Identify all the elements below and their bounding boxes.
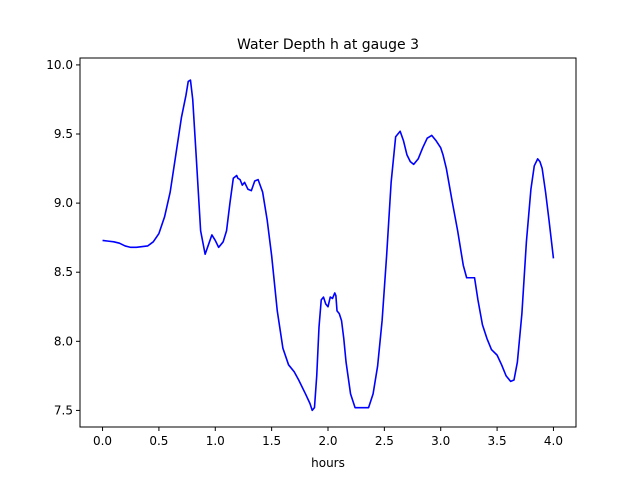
y-tick-label: 9.5 [54, 127, 73, 141]
x-tick-label: 2.5 [375, 434, 394, 448]
x-tick-label: 0.0 [93, 434, 112, 448]
y-tick-label: 9.0 [54, 196, 73, 210]
y-tick-label: 8.5 [54, 265, 73, 279]
y-tick-label: 7.5 [54, 403, 73, 417]
plot-area [102, 79, 555, 412]
y-axis: 7.5 8.0 8.5 9.0 9.5 10.0 [46, 58, 80, 417]
series-line-0 [102, 79, 555, 412]
plot-frame [79, 57, 577, 428]
x-axis-label: hours [311, 456, 345, 470]
x-tick-label: 3.0 [431, 434, 450, 448]
y-tick-label: 8.0 [54, 334, 73, 348]
chart-title: Water Depth h at gauge 3 [237, 37, 419, 53]
x-tick-label: 2.0 [318, 434, 337, 448]
x-tick-label: 1.5 [262, 434, 281, 448]
x-axis: 0.0 0.5 1.0 1.5 2.0 2.5 3.0 3.5 4.0 [93, 427, 563, 448]
x-tick-label: 3.5 [488, 434, 507, 448]
x-tick-label: 1.0 [206, 434, 225, 448]
y-tick-label: 10.0 [46, 58, 73, 72]
x-tick-label: 0.5 [149, 434, 168, 448]
x-tick-label: 4.0 [544, 434, 563, 448]
